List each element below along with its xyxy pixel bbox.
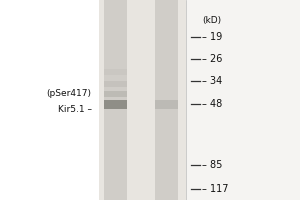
Text: – 26: – 26: [202, 54, 223, 64]
Text: Kir5.1 –: Kir5.1 –: [58, 104, 92, 114]
Text: – 85: – 85: [202, 160, 223, 170]
Bar: [99, 0, 186, 200]
Bar: [104, 81, 127, 87]
Bar: [155, 100, 178, 108]
Bar: [104, 91, 127, 97]
Text: (kD): (kD): [202, 16, 222, 24]
Bar: [104, 0, 127, 200]
Text: – 19: – 19: [202, 32, 223, 42]
Bar: [186, 0, 300, 200]
Text: – 34: – 34: [202, 76, 223, 86]
Text: – 48: – 48: [202, 99, 223, 109]
Bar: [104, 100, 127, 108]
Bar: [155, 0, 178, 200]
Text: (pSer417): (pSer417): [46, 88, 92, 98]
Bar: [104, 69, 127, 75]
Text: – 117: – 117: [202, 184, 229, 194]
